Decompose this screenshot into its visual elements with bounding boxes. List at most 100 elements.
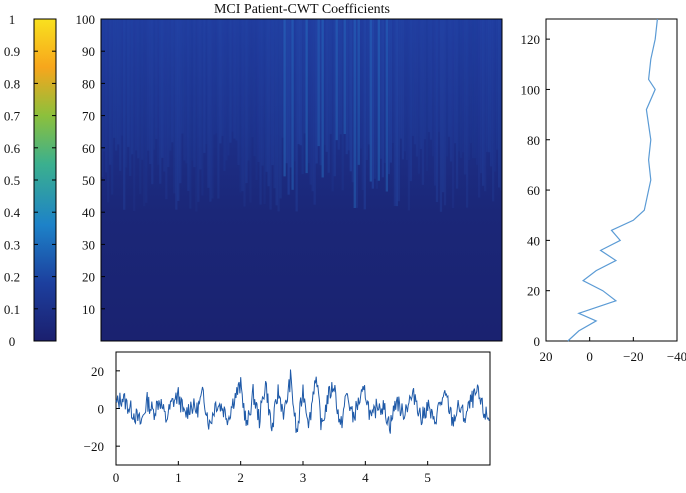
heatmap-stripe: [257, 19, 260, 163]
heatmap-stripe: [385, 19, 389, 192]
heatmap-stripe: [211, 19, 214, 199]
heatmap-stripe: [353, 19, 356, 209]
profile-y-tick-label: 120: [521, 32, 541, 47]
heatmap-stripe: [407, 19, 411, 211]
heatmap-stripe: [179, 19, 182, 184]
signal-x-tick-label: 3: [300, 470, 307, 485]
heatmap-stripe: [463, 19, 467, 175]
heatmap-stripe: [339, 19, 342, 135]
heatmap-stripe: [413, 19, 417, 145]
heatmap-stripe: [103, 19, 106, 152]
profile-y-tick-label: 60: [527, 183, 540, 198]
colorbar-tick-label: 0.3: [4, 237, 20, 252]
heatmap-stripe: [415, 19, 419, 157]
signal-y-tick-label: −20: [84, 439, 104, 454]
heatmap-stripe: [105, 19, 108, 173]
signal-frame: [115, 351, 491, 466]
signal-ticks: 0 1 2 3 4 5 20 0 −20: [84, 364, 431, 485]
heatmap-stripe: [267, 19, 270, 187]
profile-y-tick-label: 0: [534, 334, 541, 349]
heatmap-stripe: [481, 19, 485, 186]
signal-x-tick-label: 5: [424, 470, 431, 485]
colorbar-tick-label: 0.9: [4, 44, 20, 59]
heatmap-stripe: [199, 19, 202, 170]
heatmap-stripe: [263, 19, 266, 205]
heatmap-stripe: [361, 19, 364, 190]
heatmap-stripe: [309, 19, 312, 185]
heatmap-stripe: [475, 19, 479, 165]
heatmap-stripe: [273, 19, 276, 189]
profile-frame: [545, 18, 678, 342]
heatmap-stripe: [435, 19, 439, 203]
heatmap-stripe: [399, 19, 403, 139]
heatmap-stripe: [101, 19, 104, 177]
heatmap-stripe: [469, 19, 473, 144]
heatmap-stripe: [367, 19, 370, 145]
heatmap-stripe: [121, 19, 124, 136]
profile-y-tick-label: 100: [521, 82, 541, 97]
heatmap-stripe: [409, 19, 413, 182]
heatmap-stripe: [159, 19, 162, 184]
heatmap-stripe: [311, 19, 314, 192]
heatmap-stripe: [335, 19, 338, 141]
heatmap-stripe: [493, 19, 497, 172]
heatmap-stripe: [189, 19, 192, 209]
heatmap-stripe: [125, 19, 128, 168]
heatmap-stripe: [173, 19, 176, 194]
heatmap-stripe: [109, 19, 112, 165]
heatmap-stripe: [485, 19, 489, 152]
heatmap-stripe: [145, 19, 148, 203]
heatmap-stripe: [327, 19, 330, 173]
colorbar-tick-label: 0.6: [4, 141, 21, 156]
heatmap-stripe: [345, 19, 348, 155]
heatmap-y-tick-label: 50: [82, 173, 95, 188]
heatmap-stripe: [295, 19, 298, 212]
heatmap-stripe: [207, 19, 210, 188]
heatmap-stripe: [429, 19, 433, 140]
heatmap-stripe: [433, 19, 437, 186]
heatmap-stripe: [265, 19, 268, 172]
heatmap-stripe: [395, 19, 399, 207]
heatmap-stripe: [343, 19, 346, 135]
heatmap-stripe: [379, 19, 382, 159]
heatmap-stripe: [403, 19, 407, 152]
signal-line: [115, 369, 490, 434]
colorbar-tick-label: 0.2: [4, 270, 20, 285]
heatmap-stripe: [355, 19, 358, 208]
colorbar-tick-label: 1: [9, 12, 16, 27]
heatmap-stripe: [253, 19, 256, 157]
heatmap-stripe: [143, 19, 146, 207]
heatmap-stripe: [269, 19, 272, 210]
signal-plot: 0 1 2 3 4 5 20 0 −20: [84, 351, 491, 485]
heatmap-stripe: [455, 19, 459, 189]
profile-x-tick-label: 0: [586, 349, 593, 364]
heatmap-stripe: [299, 19, 302, 146]
heatmap-stripe: [477, 19, 481, 198]
heatmap-y-tick-label: 30: [82, 237, 95, 252]
heatmap-stripe: [217, 19, 220, 199]
heatmap-stripe: [193, 19, 196, 168]
heatmap-stripe: [405, 19, 409, 161]
chart-title: MCI Patient-CWT Coefficients: [214, 2, 390, 17]
heatmap-stripe: [223, 19, 226, 172]
heatmap-stripe: [287, 19, 290, 195]
heatmap-stripe: [289, 19, 292, 168]
heatmap-stripe: [155, 19, 158, 139]
heatmap-stripe: [315, 19, 318, 164]
heatmap-stripe: [489, 19, 493, 167]
heatmap-stripe: [431, 19, 435, 157]
heatmap-stripe: [319, 19, 322, 166]
heatmap-stripe: [113, 19, 116, 138]
profile-x-tick-label: 20: [540, 349, 553, 364]
heatmap-y-tick-label: 100: [76, 12, 96, 27]
colorbar-tick-label: 0.4: [4, 205, 21, 220]
heatmap-stripe: [441, 19, 445, 193]
heatmap-stripe: [169, 19, 172, 151]
heatmap-stripe: [123, 19, 126, 210]
heatmap-stripe: [271, 19, 274, 166]
heatmap-stripe: [461, 19, 465, 153]
heatmap-stripe: [347, 19, 350, 151]
heatmap-stripe: [473, 19, 477, 159]
heatmap-stripe: [373, 19, 376, 179]
heatmap-stripe: [325, 19, 328, 152]
